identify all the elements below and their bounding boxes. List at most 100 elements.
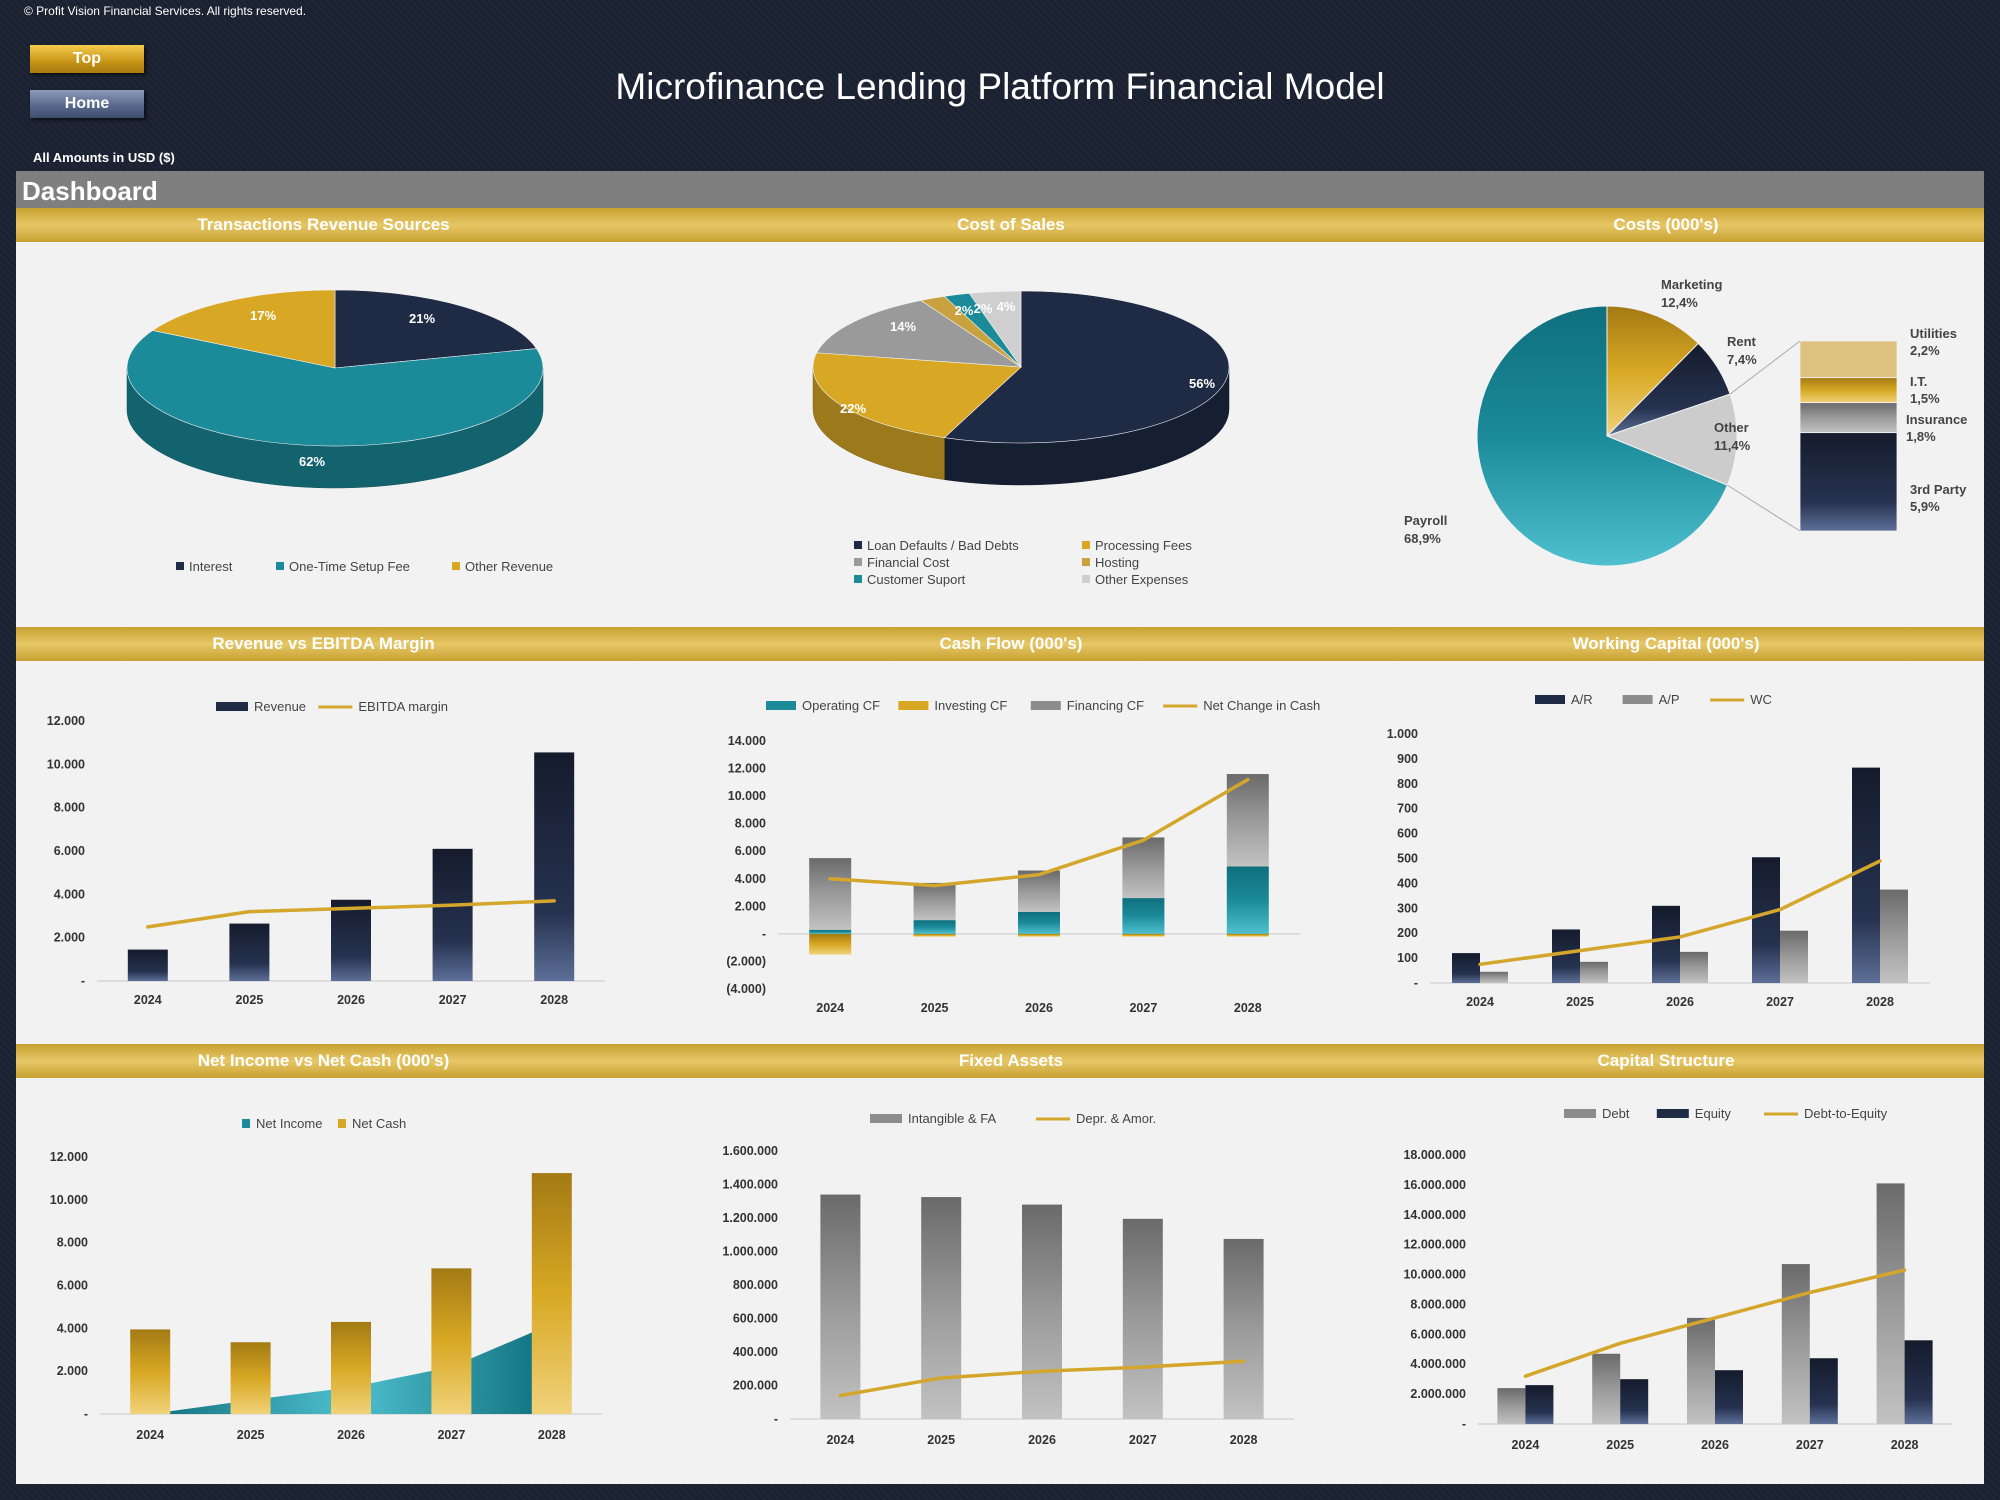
- fixed-assets-y-tick-4: 800.000: [733, 1278, 778, 1292]
- costs-pie-slice-0: [1476, 305, 1729, 567]
- fixed-assets-x-tick-2: 2026: [1028, 1433, 1056, 1447]
- working-capital-bar-s0-1: [1552, 929, 1580, 983]
- cash-flow-y-tick-7: 10.000: [728, 789, 766, 803]
- working-capital-y-tick-2: 200: [1397, 926, 1418, 940]
- costs-breakdown-value-label-2: 1,8%: [1906, 429, 1936, 444]
- working-capital-y-tick-3: 300: [1397, 901, 1418, 915]
- cash-flow-bar-s2-3: [1122, 837, 1165, 899]
- capital-structure-legend-label-1: Equity: [1695, 1106, 1732, 1121]
- net-income-cash-bar-s1-3: [431, 1268, 472, 1414]
- cash-flow-legend-label-2: Financing CF: [1067, 698, 1144, 713]
- cost-pie-legend-swatch-3: [1082, 558, 1090, 566]
- capital-structure-legend-label-2: Debt-to-Equity: [1804, 1106, 1888, 1121]
- revenue-pie-data-label-0: 21%: [409, 311, 435, 326]
- working-capital-y-tick-5: 500: [1397, 852, 1418, 866]
- working-capital-y-tick-4: 400: [1397, 876, 1418, 890]
- capital-structure-bar-s1-4: [1904, 1340, 1933, 1424]
- revenue-ebitda-bar-s0-3: [432, 848, 473, 981]
- revenue-ebitda-x-tick-4: 2028: [540, 993, 568, 1007]
- net-income-cash-x-tick-2: 2026: [337, 1428, 365, 1442]
- capital-structure-x-tick-2: 2026: [1701, 1438, 1729, 1452]
- working-capital-y-tick-9: 900: [1397, 752, 1418, 766]
- capital-structure-bar-s0-2: [1687, 1317, 1715, 1424]
- cost-pie-slice-5: [968, 290, 1022, 368]
- revenue-ebitda-legend-swatch-0: [216, 702, 248, 711]
- fixed-assets-y-tick-8: 1.600.000: [722, 1144, 778, 1158]
- cash-flow-legend-swatch-2: [1030, 701, 1061, 710]
- net-income-cash-bar-s1-0: [130, 1329, 171, 1414]
- cash-flow-bar-s1-1: [913, 933, 956, 937]
- working-capital-x-tick-2: 2026: [1666, 995, 1694, 1009]
- revenue-ebitda-x-tick-0: 2024: [134, 993, 162, 1007]
- cash-flow-bar-s0-2: [1018, 911, 1060, 934]
- chart-title-net-income-cash: Net Income vs Net Cash (000's): [197, 1051, 450, 1070]
- revenue-pie-slice-1: [126, 330, 544, 447]
- revenue-ebitda-y-tick-2: 4.000: [54, 887, 85, 901]
- home-button[interactable]: Home: [30, 90, 144, 118]
- costs-breakdown-category-label-3: 3rd Party: [1910, 482, 1967, 497]
- working-capital-legend-label-1: A/P: [1659, 692, 1680, 707]
- top-button[interactable]: Top: [30, 45, 144, 73]
- capital-structure-x-tick-0: 2024: [1511, 1438, 1539, 1452]
- revenue-ebitda-x-tick-2: 2026: [337, 993, 365, 1007]
- costs-connector-line-top: [1729, 340, 1801, 395]
- cost-pie-legend-swatch-1: [1082, 541, 1090, 549]
- working-capital-bar-s0-0: [1452, 953, 1480, 983]
- currency-note: All Amounts in USD ($): [33, 150, 175, 165]
- revenue-pie-data-label-2: 17%: [250, 308, 276, 323]
- costs-breakdown-category-label-2: Insurance: [1906, 412, 1967, 427]
- cash-flow-bar-s2-0: [809, 858, 852, 930]
- net-income-cash-bar-s1-4: [531, 1173, 572, 1414]
- revenue-pie-legend-swatch-0: [176, 562, 184, 570]
- working-capital-bar-s0-4: [1852, 767, 1880, 983]
- cash-flow-y-tick-1: (2.000): [726, 954, 766, 968]
- working-capital-line-s2: [1478, 859, 1882, 967]
- costs-breakdown-category-label-1: I.T.: [1910, 374, 1927, 389]
- cash-flow-bar-s1-4: [1226, 933, 1269, 937]
- working-capital-legend-swatch-1: [1622, 695, 1653, 704]
- cash-flow-y-tick-0: (4.000): [726, 982, 766, 996]
- section-band-row-1: Transactions Revenue Sources Cost of Sal…: [16, 208, 1984, 242]
- cash-flow-bar-s0-4: [1226, 866, 1269, 934]
- capital-structure-legend-swatch-1: [1656, 1109, 1689, 1118]
- fixed-assets-x-tick-0: 2024: [826, 1433, 854, 1447]
- page-title: Microfinance Lending Platform Financial …: [615, 66, 1385, 107]
- capital-structure-bar-s0-4: [1876, 1183, 1905, 1424]
- working-capital-legend-swatch-0: [1535, 695, 1565, 704]
- costs-breakdown-segment-0: [1799, 340, 1898, 379]
- costs-pie-value-label-1: 12,4%: [1661, 295, 1698, 310]
- costs-breakdown-segment-1: [1799, 377, 1898, 404]
- cost-pie-legend-swatch-0: [854, 541, 862, 549]
- section-band-row-3: Net Income vs Net Cash (000's) Fixed Ass…: [16, 1044, 1984, 1078]
- net-income-cash-y-tick-4: 8.000: [57, 1236, 88, 1250]
- working-capital-x-tick-0: 2024: [1466, 995, 1494, 1009]
- net-income-cash-y-tick-3: 6.000: [57, 1279, 88, 1293]
- cost-pie-legend-swatch-5: [1082, 575, 1090, 583]
- capital-structure-bar-s0-1: [1592, 1353, 1621, 1424]
- section-band-row-2: Revenue vs EBITDA Margin Cash Flow (000'…: [16, 627, 1984, 661]
- fixed-assets-y-tick-2: 400.000: [733, 1345, 778, 1359]
- revenue-ebitda-bar-s0-0: [127, 949, 168, 981]
- revenue-pie-legend-swatch-1: [276, 562, 284, 570]
- working-capital-y-tick-10: 1.000: [1387, 727, 1418, 741]
- capital-structure-x-tick-3: 2027: [1796, 1438, 1824, 1452]
- capital-structure-y-tick-8: 16.000.000: [1403, 1178, 1466, 1192]
- capital-structure-legend-swatch-0: [1564, 1109, 1596, 1118]
- cost-pie-legend-swatch-4: [854, 575, 862, 583]
- net-income-cash-y-tick-2: 4.000: [57, 1321, 88, 1335]
- cost-pie-legend-label-3: Hosting: [1095, 555, 1139, 570]
- fixed-assets-x-tick-4: 2028: [1230, 1433, 1258, 1447]
- revenue-pie-legend-label-0: Interest: [189, 559, 233, 574]
- capital-structure-y-tick-2: 4.000.000: [1410, 1357, 1466, 1371]
- working-capital-legend-label-2: WC: [1750, 692, 1772, 707]
- revenue-pie-legend-label-2: Other Revenue: [465, 559, 553, 574]
- working-capital-bar-s1-4: [1880, 889, 1908, 983]
- working-capital-x-tick-1: 2025: [1566, 995, 1594, 1009]
- working-capital-bar-s1-2: [1680, 951, 1708, 983]
- fixed-assets-line-s1: [838, 1359, 1246, 1398]
- net-income-cash-legend-label-1: Net Cash: [352, 1116, 406, 1131]
- revenue-ebitda-y-tick-1: 2.000: [54, 931, 85, 945]
- cash-flow-y-tick-3: 2.000: [735, 899, 766, 913]
- fixed-assets-x-tick-1: 2025: [927, 1433, 955, 1447]
- chart-title-fixed-assets: Fixed Assets: [958, 1051, 1064, 1070]
